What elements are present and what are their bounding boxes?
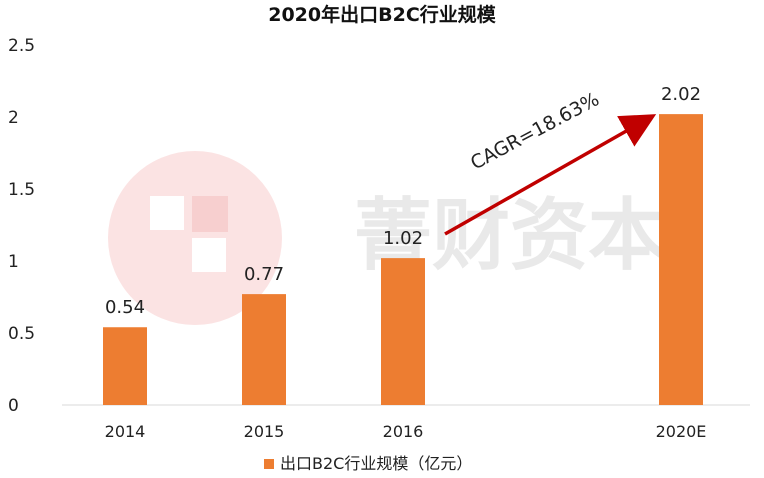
y-axis: 0 0.5 1 1.5 2 2.5 bbox=[8, 36, 35, 416]
y-tick-label: 2.5 bbox=[8, 36, 35, 56]
y-tick-label: 0 bbox=[8, 396, 19, 416]
legend: 出口B2C行业规模（亿元） bbox=[264, 454, 472, 473]
bar-series bbox=[103, 114, 703, 406]
category-label-2015: 2015 bbox=[244, 422, 285, 441]
watermark-logo bbox=[108, 151, 282, 325]
x-axis: 2014 2015 2016 2020E bbox=[105, 422, 707, 441]
data-labels: 0.54 0.77 1.02 2.02 bbox=[105, 84, 701, 318]
bar-2016 bbox=[381, 258, 425, 405]
data-label-2016: 1.02 bbox=[383, 228, 423, 249]
chart-title: 2020年出口B2C行业规模 bbox=[268, 3, 497, 26]
y-tick-label: 1.5 bbox=[8, 180, 35, 200]
data-label-2015: 0.77 bbox=[244, 264, 284, 285]
category-label-2016: 2016 bbox=[383, 422, 424, 441]
bar-2014 bbox=[103, 327, 147, 405]
category-label-2020E: 2020E bbox=[656, 422, 707, 441]
y-tick-label: 0.5 bbox=[8, 324, 35, 344]
y-tick-label: 2 bbox=[8, 108, 19, 128]
legend-label: 出口B2C行业规模（亿元） bbox=[280, 454, 472, 473]
legend-swatch bbox=[264, 459, 274, 469]
data-label-2014: 0.54 bbox=[105, 297, 145, 318]
data-label-2020E: 2.02 bbox=[661, 84, 701, 105]
category-label-2014: 2014 bbox=[105, 422, 146, 441]
bar-2015 bbox=[242, 294, 286, 405]
bar-2020E bbox=[659, 114, 703, 406]
y-tick-label: 1 bbox=[8, 252, 19, 272]
cagr-annotation: CAGR=18.63% bbox=[467, 88, 603, 174]
cagr-arrow bbox=[444, 114, 657, 236]
